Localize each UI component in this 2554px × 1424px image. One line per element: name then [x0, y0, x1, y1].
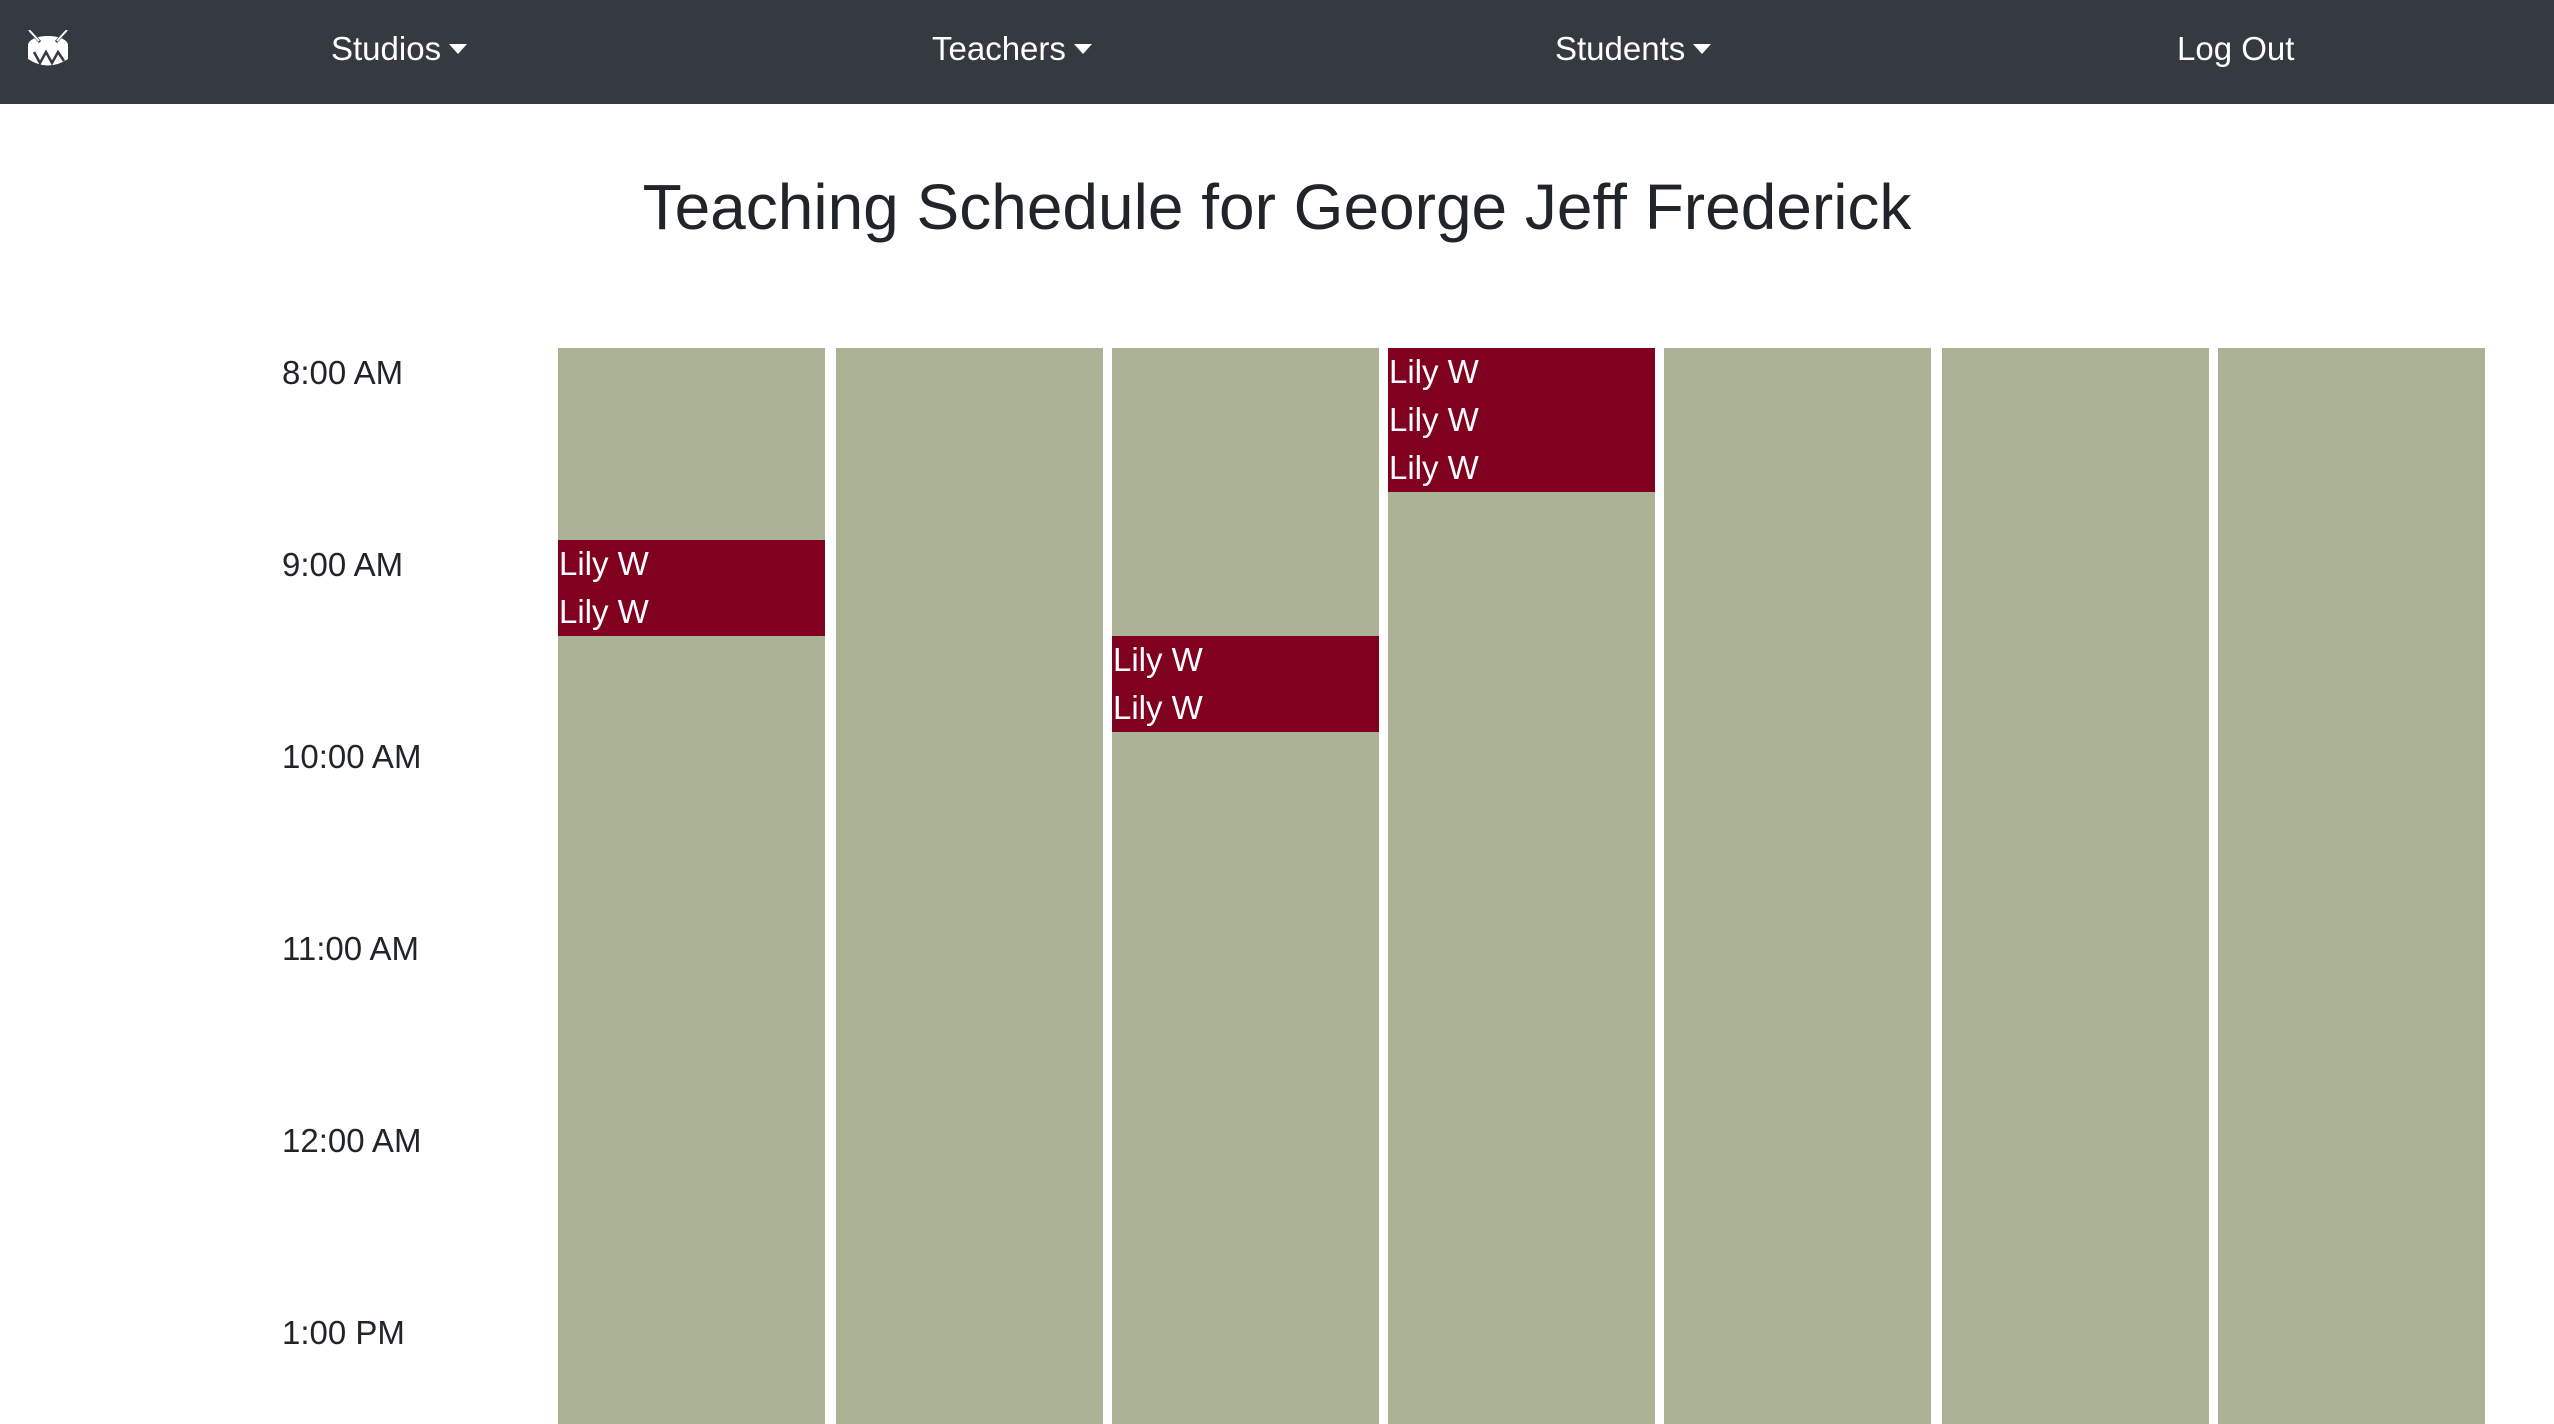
time-label: 1:00 PM	[282, 1314, 405, 1351]
lesson-block[interactable]: Lily W Lily W	[1112, 636, 1379, 732]
day-column[interactable]	[836, 348, 1103, 1424]
caret-down-icon	[1693, 44, 1712, 54]
day-column[interactable]: Lily W Lily W Lily W	[1388, 348, 1655, 1424]
day-column[interactable]	[1664, 348, 1931, 1424]
nav-students-dropdown[interactable]: Students	[1555, 0, 1712, 104]
lesson-block[interactable]: Lily W Lily W	[558, 540, 825, 636]
lesson-block[interactable]: Lily W Lily W Lily W	[1388, 348, 1655, 492]
day-column[interactable]	[2218, 348, 2485, 1424]
lesson-student-name: Lily W	[1389, 449, 1479, 486]
lesson-student-name: Lily W	[1389, 401, 1479, 438]
day-column[interactable]	[1942, 348, 2209, 1424]
time-label: 9:00 AM	[282, 546, 404, 583]
nav-logout-link[interactable]: Log Out	[2177, 0, 2294, 104]
day-column[interactable]: Lily W Lily W	[1112, 348, 1379, 1424]
lesson-student-name: Lily W	[1389, 353, 1479, 390]
lesson-student-name: Lily W	[1113, 689, 1203, 726]
time-label: 11:00 AM	[282, 930, 419, 967]
lesson-student-name: Lily W	[1113, 641, 1203, 678]
lesson-student-name: Lily W	[559, 593, 649, 630]
day-column[interactable]: Lily W Lily W	[558, 348, 825, 1424]
time-label: 12:00 AM	[282, 1122, 422, 1159]
nav-studios-label: Studios	[331, 30, 442, 67]
lesson-student-name: Lily W	[559, 545, 649, 582]
nav-teachers-dropdown[interactable]: Teachers	[932, 0, 1092, 104]
nav-students-label: Students	[1555, 30, 1686, 67]
caret-down-icon	[1073, 44, 1092, 54]
nav-teachers-label: Teachers	[932, 30, 1066, 67]
top-navbar: Studios Teachers Students Log Out	[0, 0, 2554, 104]
time-label: 10:00 AM	[282, 738, 422, 775]
nav-logout-label: Log Out	[2177, 30, 2295, 67]
caret-down-icon	[449, 44, 468, 54]
time-label: 8:00 AM	[282, 354, 404, 391]
page-title: Teaching Schedule for George Jeff Freder…	[642, 171, 1912, 243]
drum-icon[interactable]	[26, 30, 70, 70]
nav-studios-dropdown[interactable]: Studios	[331, 0, 468, 104]
